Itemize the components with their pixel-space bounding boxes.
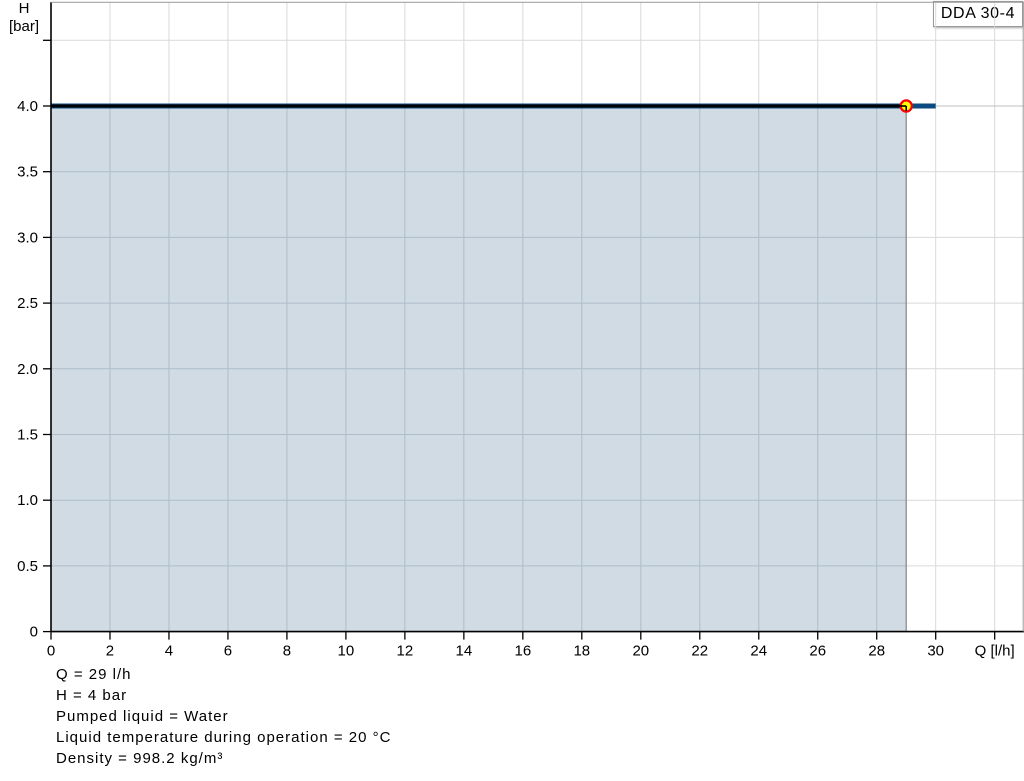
svg-text:0.5: 0.5 (17, 558, 38, 575)
svg-text:16: 16 (514, 643, 531, 660)
svg-text:30: 30 (927, 643, 944, 660)
svg-text:26: 26 (809, 643, 826, 660)
svg-text:3.5: 3.5 (17, 164, 38, 181)
svg-text:20: 20 (632, 643, 649, 660)
svg-text:18: 18 (573, 643, 590, 660)
svg-text:2.0: 2.0 (17, 361, 38, 378)
svg-text:22: 22 (691, 643, 708, 660)
svg-text:28: 28 (868, 643, 885, 660)
svg-text:12: 12 (397, 643, 414, 660)
svg-text:24: 24 (750, 643, 767, 660)
svg-text:8: 8 (283, 643, 291, 660)
svg-text:3.0: 3.0 (17, 229, 38, 246)
svg-text:2: 2 (106, 643, 114, 660)
svg-text:6: 6 (224, 643, 232, 660)
svg-text:1.5: 1.5 (17, 427, 38, 444)
svg-text:4: 4 (165, 643, 173, 660)
svg-text:4.0: 4.0 (17, 98, 38, 115)
svg-text:10: 10 (338, 643, 355, 660)
svg-text:0: 0 (30, 624, 38, 641)
svg-text:2.5: 2.5 (17, 295, 38, 312)
svg-text:Q [l/h]: Q [l/h] (975, 643, 1015, 660)
svg-text:14: 14 (456, 643, 473, 660)
svg-text:0: 0 (47, 643, 55, 660)
svg-text:1.0: 1.0 (17, 492, 38, 509)
